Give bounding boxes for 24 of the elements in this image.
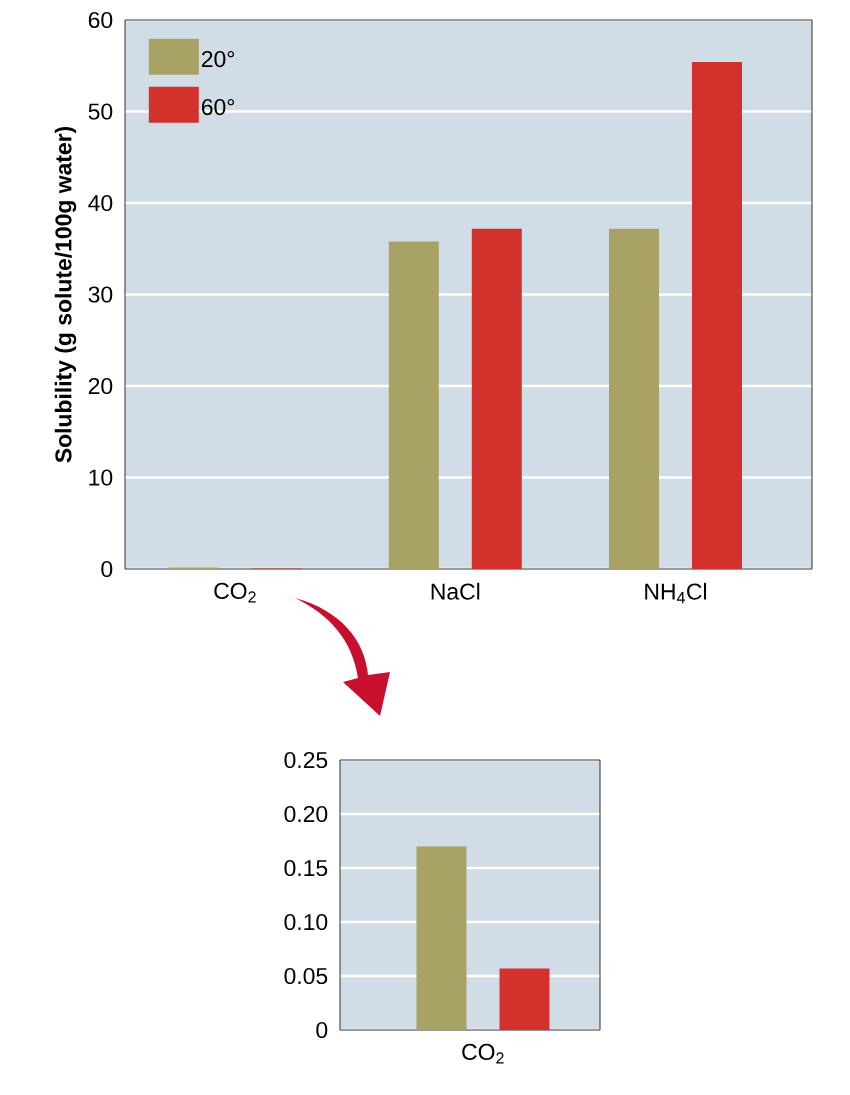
bar xyxy=(471,228,522,570)
y-tick-label: 0.20 xyxy=(284,805,328,823)
y-tick-label: 20 xyxy=(88,377,113,395)
y-tick-label: 30 xyxy=(88,286,113,303)
y-tick-label: 0.15 xyxy=(284,859,328,877)
y-tick-label: 40 xyxy=(88,194,113,212)
x-tick-label: CO$_{2}$ xyxy=(214,582,256,603)
y-tick-label: 0 xyxy=(316,1021,328,1039)
y-tick-label: 0.25 xyxy=(284,751,328,769)
bar xyxy=(388,241,439,570)
x-tick-label: CO$_{2}$ xyxy=(462,1043,504,1064)
legend-label: 60° xyxy=(201,98,235,116)
y-tick-label: 60 xyxy=(88,11,113,29)
bar xyxy=(691,62,742,570)
x-tick-label: NH$_{4}$Cl xyxy=(645,582,707,604)
x-tick-label: NaCl xyxy=(431,582,480,600)
y-tick-label: 50 xyxy=(88,103,113,120)
bar xyxy=(608,228,659,570)
y-tick-label: 0.05 xyxy=(284,967,328,985)
y-axis-title: Solubility (g solute/100g water) xyxy=(54,126,77,463)
y-tick-label: 0 xyxy=(101,560,113,578)
y-tick-label: 0.10 xyxy=(284,913,328,931)
legend-label: 20° xyxy=(201,50,235,68)
y-tick-label: 10 xyxy=(89,469,113,486)
